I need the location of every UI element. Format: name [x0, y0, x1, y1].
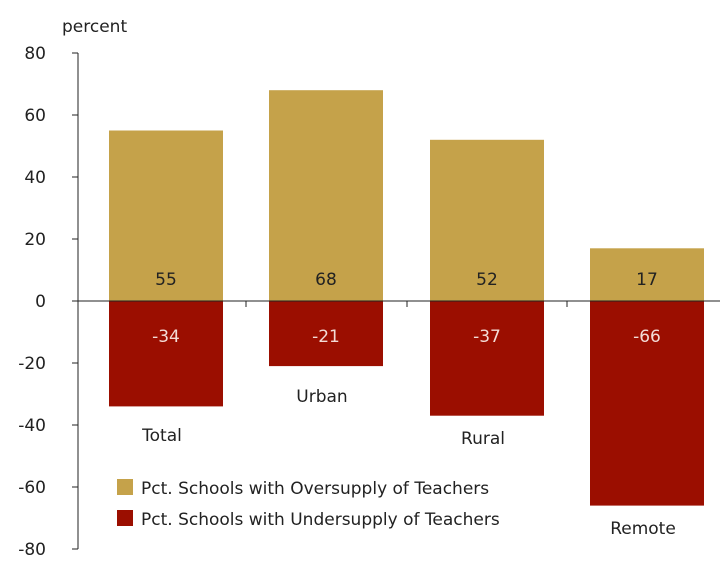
y-tick-label: 0	[35, 292, 46, 312]
bar-oversupply-remote	[590, 248, 704, 301]
bar-undersupply-remote	[590, 301, 704, 506]
category-label-rural: Rural	[461, 429, 505, 449]
y-axis: 80 60 40 20 0 -20 -40 -60 -80	[18, 44, 79, 560]
category-label-total: Total	[141, 426, 182, 446]
y-tick-label: 40	[24, 168, 46, 188]
category-labels: Total Urban Rural Remote	[141, 387, 676, 539]
y-tick-label: 80	[24, 44, 46, 64]
bar-oversupply-urban	[269, 90, 383, 301]
data-label: -37	[473, 327, 501, 347]
bars: 55 68 52 17 -34 -21 -37 -66	[109, 90, 704, 506]
data-label: 17	[636, 270, 658, 290]
data-label: -66	[633, 327, 661, 347]
y-tick-label: -80	[18, 540, 46, 560]
category-label-urban: Urban	[296, 387, 347, 407]
data-label: -21	[312, 327, 340, 347]
category-label-remote: Remote	[610, 519, 676, 539]
bar-oversupply-rural	[430, 139, 544, 301]
y-axis-title: percent	[62, 17, 127, 37]
bar-undersupply-rural	[430, 301, 544, 416]
data-label: 55	[155, 270, 177, 290]
legend-swatch	[117, 510, 133, 526]
y-tick-label: 60	[24, 106, 46, 126]
x-axis	[77, 300, 720, 307]
y-tick-label: 20	[24, 230, 46, 250]
data-label: 52	[476, 270, 498, 290]
legend-label: Pct. Schools with Oversupply of Teachers	[141, 479, 489, 499]
legend-swatch	[117, 479, 133, 495]
legend: Pct. Schools with Oversupply of Teachers…	[117, 479, 500, 530]
data-label: -34	[152, 327, 180, 347]
y-tick-label: -60	[18, 478, 46, 498]
bar-undersupply-total	[109, 301, 223, 407]
data-label: 68	[315, 270, 337, 290]
legend-label: Pct. Schools with Undersupply of Teacher…	[141, 510, 500, 530]
bar-oversupply-total	[109, 130, 223, 301]
y-tick-label: -40	[18, 416, 46, 436]
bar-undersupply-urban	[269, 301, 383, 367]
y-tick-label: -20	[18, 354, 46, 374]
